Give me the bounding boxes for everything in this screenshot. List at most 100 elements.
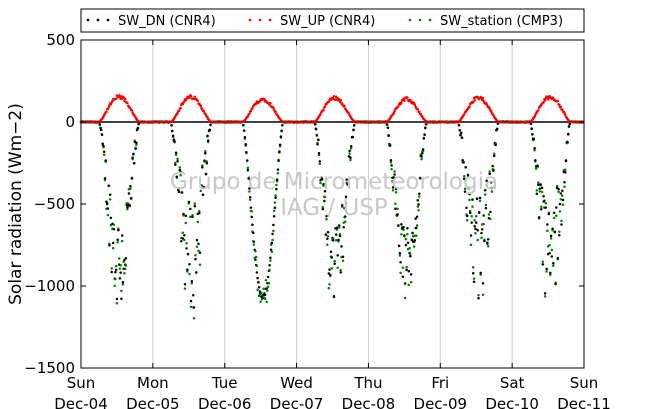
point-sw-station xyxy=(486,244,490,248)
point-sw-dn xyxy=(101,142,104,146)
point-sw-station xyxy=(174,153,178,157)
point-sw-dn xyxy=(171,134,175,138)
x-tick-day-4: Thu xyxy=(353,374,382,392)
point-sw-up xyxy=(392,111,396,115)
point-sw-dn xyxy=(117,228,120,232)
point-sw-dn xyxy=(553,230,557,233)
point-sw-dn xyxy=(544,206,548,209)
point-sw-dn xyxy=(349,156,352,159)
point-sw-dn xyxy=(320,177,324,181)
point-sw-up xyxy=(177,109,181,112)
point-sw-dn xyxy=(418,192,421,196)
point-sw-dn xyxy=(549,234,553,238)
point-sw-dn xyxy=(127,192,131,195)
legend-label-2: SW_station (CMP3) xyxy=(440,14,563,29)
point-sw-station xyxy=(335,228,339,231)
point-sw-dn xyxy=(472,280,476,283)
point-sw-dn xyxy=(188,262,191,266)
point-sw-dn xyxy=(473,225,476,228)
point-sw-dn xyxy=(337,238,340,242)
point-sw-dn xyxy=(404,243,408,247)
x-tick-day-2: Tue xyxy=(211,374,238,392)
point-sw-dn xyxy=(174,163,177,167)
y-tick-label-4: −1500 xyxy=(24,359,75,377)
point-sw-station xyxy=(325,218,328,221)
point-sw-station xyxy=(480,236,483,240)
point-sw-up xyxy=(199,104,203,108)
point-sw-dn xyxy=(170,124,173,127)
y-tick-label-2: −500 xyxy=(34,195,75,213)
point-sw-station xyxy=(334,238,338,242)
point-sw-dn xyxy=(130,177,134,180)
point-sw-station xyxy=(396,207,399,211)
point-sw-dn xyxy=(465,214,469,218)
point-sw-dn xyxy=(467,186,470,190)
point-sw-dn xyxy=(203,159,206,162)
point-sw-dn xyxy=(175,175,179,179)
point-sw-dn xyxy=(564,171,567,174)
x-tick-day-6: Sat xyxy=(500,374,525,392)
point-sw-dn xyxy=(269,256,272,260)
point-sw-up xyxy=(332,94,336,98)
point-sw-station xyxy=(416,205,420,208)
point-sw-station xyxy=(191,213,194,217)
point-sw-up xyxy=(340,102,344,105)
point-sw-up xyxy=(248,112,251,115)
legend-marker-2-1 xyxy=(418,18,422,22)
point-sw-dn xyxy=(547,212,551,216)
point-sw-up xyxy=(488,107,491,110)
point-sw-dn xyxy=(105,202,109,205)
point-sw-station xyxy=(176,157,179,161)
point-sw-dn xyxy=(206,134,209,138)
point-sw-dn xyxy=(387,134,390,138)
point-sw-station xyxy=(194,253,197,257)
point-sw-station xyxy=(399,271,402,275)
point-sw-dn xyxy=(402,225,405,229)
point-sw-station xyxy=(254,249,257,253)
point-sw-dn xyxy=(338,234,342,238)
point-sw-station xyxy=(468,198,471,202)
point-sw-station xyxy=(406,233,409,236)
point-sw-station xyxy=(537,181,540,184)
point-sw-dn xyxy=(256,276,259,280)
point-sw-up xyxy=(561,108,564,111)
point-sw-dn xyxy=(321,207,325,211)
point-sw-dn xyxy=(189,299,193,303)
point-sw-dn xyxy=(459,133,462,137)
point-sw-dn xyxy=(323,199,326,203)
point-sw-dn xyxy=(563,181,566,184)
point-sw-dn xyxy=(98,123,101,126)
point-sw-station xyxy=(177,187,181,190)
point-sw-dn xyxy=(278,143,282,146)
point-sw-station xyxy=(490,190,494,193)
point-sw-dn xyxy=(275,187,278,191)
point-sw-station xyxy=(561,203,565,206)
point-sw-station xyxy=(474,232,477,235)
point-sw-up xyxy=(462,113,466,116)
point-sw-dn xyxy=(468,192,471,196)
point-sw-dn xyxy=(333,262,336,265)
point-sw-station xyxy=(560,219,563,223)
point-sw-dn xyxy=(281,124,284,127)
point-sw-dn xyxy=(328,268,331,271)
point-sw-dn xyxy=(314,122,317,126)
point-sw-up xyxy=(322,108,325,112)
point-sw-dn xyxy=(471,272,475,275)
point-sw-station xyxy=(114,264,118,268)
point-sw-station xyxy=(401,266,405,270)
point-sw-dn xyxy=(194,257,197,261)
point-sw-dn xyxy=(486,241,489,245)
point-sw-station xyxy=(190,281,194,285)
point-sw-station xyxy=(561,194,564,198)
point-sw-dn xyxy=(552,262,555,265)
point-sw-station xyxy=(420,157,423,161)
point-sw-station xyxy=(483,193,487,196)
point-sw-dn xyxy=(314,127,318,131)
point-sw-up xyxy=(179,106,182,110)
point-sw-up xyxy=(202,109,206,113)
point-sw-station xyxy=(555,184,559,188)
point-sw-station xyxy=(260,291,263,295)
point-sw-dn xyxy=(190,279,194,283)
point-sw-dn xyxy=(414,217,417,220)
point-sw-dn xyxy=(540,186,544,189)
